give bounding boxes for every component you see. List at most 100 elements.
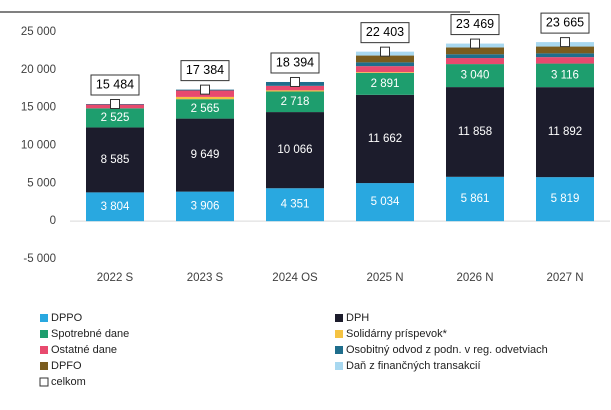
bar-segment [446,47,504,55]
value-label: 5 861 [461,193,490,205]
bar-segment [266,90,324,92]
value-label: 2 525 [101,112,130,124]
legend-swatch [335,314,343,322]
value-label: 8 585 [101,154,130,166]
legend-swatch [335,330,343,338]
value-label: 5 034 [371,196,400,208]
value-label: 4 351 [281,199,310,211]
total-label: 23 469 [456,17,494,31]
value-label: 2 565 [191,103,220,115]
y-tick-label: 15 000 [21,102,56,114]
value-label: 3 116 [551,69,579,81]
legend-swatch [335,346,343,354]
bar-segment [86,192,144,222]
bar-segment [266,91,324,113]
x-tick-label: 2026 N [456,272,493,284]
bar-segment [446,54,504,59]
value-label: 2 891 [371,78,400,90]
y-tick-label: 0 [50,215,56,227]
total-label: 23 665 [546,15,584,29]
value-label: 9 649 [191,149,220,161]
value-label: 2 718 [281,96,310,108]
y-tick-label: 5 000 [27,177,56,189]
value-label: 11 892 [548,126,582,138]
total-box [360,22,410,44]
bar-segment [356,62,414,67]
bar-segment [266,188,324,222]
x-tick-label: 2022 S [97,272,134,284]
total-box [450,14,500,36]
legend-label: Ostatné dane [51,344,117,356]
legend-swatch [335,362,343,370]
total-label: 15 484 [96,77,134,91]
legend-label: Osobitný odvod z podn. v reg. odvetviach [346,344,548,356]
total-label: 22 403 [366,25,404,39]
value-label: 3 804 [101,201,130,213]
bar-segment [176,191,234,222]
bar-segment [356,72,414,95]
x-tick-label: 2024 OS [272,272,318,284]
bar-segment [356,55,414,63]
value-label: 3 040 [461,70,490,82]
bar-segment [356,66,414,73]
bar-segment [536,87,594,178]
legend: DPPO DPH Spotrebné dane Solidárny príspevok… [39,312,548,388]
legend-label: Solidárny príspevok* [346,328,448,340]
legend-swatch [40,346,48,354]
y-tick-label: 25 000 [21,26,56,38]
legend-label: Daň z finančných transakcií [346,360,481,372]
x-tick-label: 2023 S [187,272,224,284]
legend-swatch [39,377,49,387]
y-tick-label: -5 000 [23,253,56,265]
value-label: 11 858 [458,126,492,138]
total-marker [470,38,480,49]
legend-swatch [40,314,48,322]
total-marker [560,37,570,48]
bar-segment [176,96,234,100]
bar-segment [446,176,504,222]
legend-label: DPPO [51,312,83,324]
total-marker [290,76,300,87]
bar-segment [446,58,504,65]
x-tick-label: 2025 N [366,272,403,284]
total-box [90,74,140,96]
bar-segment [536,63,594,88]
bar-segment [176,118,234,192]
legend-swatch [40,330,48,338]
bar-segment [356,94,414,184]
value-label: 10 066 [277,144,312,156]
legend-label: DPFO [51,360,82,372]
total-marker [200,84,210,95]
bar-segment [176,99,234,119]
value-label: 5 819 [551,193,580,205]
total-box [180,60,230,82]
value-label: 11 662 [368,133,402,145]
y-tick-label: 10 000 [21,140,56,152]
x-tick-label: 2027 N [546,272,583,284]
legend-swatch [40,362,48,370]
bar-segment [266,85,324,91]
legend-label: celkom [51,376,86,388]
bar-segment [536,57,594,64]
bar-segment [356,183,414,222]
bar-segment [266,112,324,189]
total-box [540,12,590,34]
total-label: 18 394 [276,55,314,69]
bar-segment [446,64,504,88]
bar-segment [356,72,414,73]
bar-segment [536,177,594,222]
total-marker [380,46,390,57]
legend-label: DPH [346,312,369,324]
legend-label: Spotrebné dane [51,328,129,340]
total-label: 17 384 [186,63,224,77]
bar-segment [86,127,144,193]
value-label: 3 906 [191,200,220,212]
total-box [270,52,320,74]
total-marker [110,99,120,110]
y-tick-label: 20 000 [21,64,56,76]
bar-segment [86,108,144,128]
bar-segment [536,46,594,54]
bar-segment [446,87,504,177]
bar-segment [536,53,594,58]
